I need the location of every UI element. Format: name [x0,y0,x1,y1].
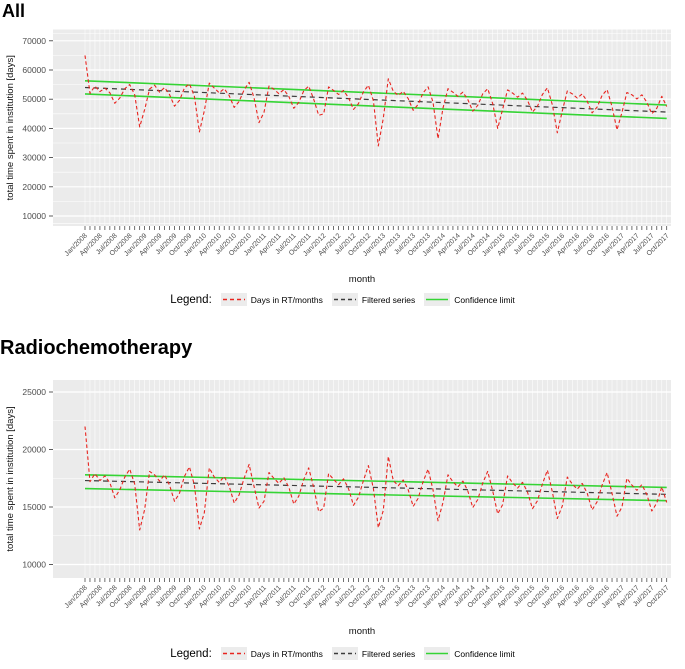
series-lines [84,55,668,147]
y-tick-label: 20000 [22,445,46,455]
days-in-rt-line [84,55,668,147]
days-in-rt-line [84,426,668,531]
red-dashed-line-icon [220,293,247,306]
series-lines [84,426,668,531]
legend-item-confidence-limit: Confidence limit [424,647,515,660]
y-axis-title: total time spent in institution [days] [5,406,16,551]
confidence-upper-line [84,80,667,106]
confidence-lower-line [84,93,667,120]
x-axis-title: month [349,626,375,637]
legend-bottom: Legend: Days in RT/months Filtered serie… [0,647,685,660]
legend-item-days-in-rt: Days in RT/months [220,293,323,306]
y-tick-label: 50000 [22,94,46,104]
y-tick-label: 20000 [22,182,46,192]
legend-item-filtered-series: Filtered series [331,293,415,306]
panel-grid [53,29,671,226]
green-solid-line-icon [424,293,451,306]
x-axis-title: month [349,274,375,285]
legend-top: Legend: Days in RT/months Filtered serie… [0,293,685,306]
filtered-series-line [84,86,667,113]
red-dashed-line-icon [220,647,247,660]
chart-title-radiochemotherapy: Radiochemotherapy [0,337,193,359]
black-dashed-line-icon [331,293,358,306]
green-solid-line-icon [424,647,451,660]
panel-grid [53,380,671,578]
y-tick-label: 15000 [22,502,46,512]
y-tick-label: 60000 [22,65,46,75]
chart-title-all: All [2,1,26,21]
chart-panel: 10000200003000040000500006000070000Jan/2… [5,29,671,285]
legend-item-confidence-limit: Confidence limit [424,293,515,306]
confidence-upper-line [84,474,667,489]
black-dashed-line-icon [331,647,358,660]
y-axis-title: total time spent in institution [days] [5,55,16,200]
y-tick-label: 40000 [22,123,46,133]
legend-item-filtered-series: Filtered series [331,647,415,660]
filtered-series-line [84,479,667,495]
y-tick-label: 10000 [22,211,46,221]
legend-item-days-in-rt: Days in RT/months [220,647,323,660]
y-tick-label: 70000 [22,36,46,46]
legend-label: Legend: [170,647,212,660]
chart-panel: 10000150002000025000Jan/2008Apr/2008Jul/… [5,380,671,637]
y-tick-label: 10000 [22,560,46,570]
legend-label: Legend: [170,293,212,306]
confidence-lower-line [84,487,667,502]
y-tick-label: 25000 [22,387,46,397]
y-tick-label: 30000 [22,153,46,163]
